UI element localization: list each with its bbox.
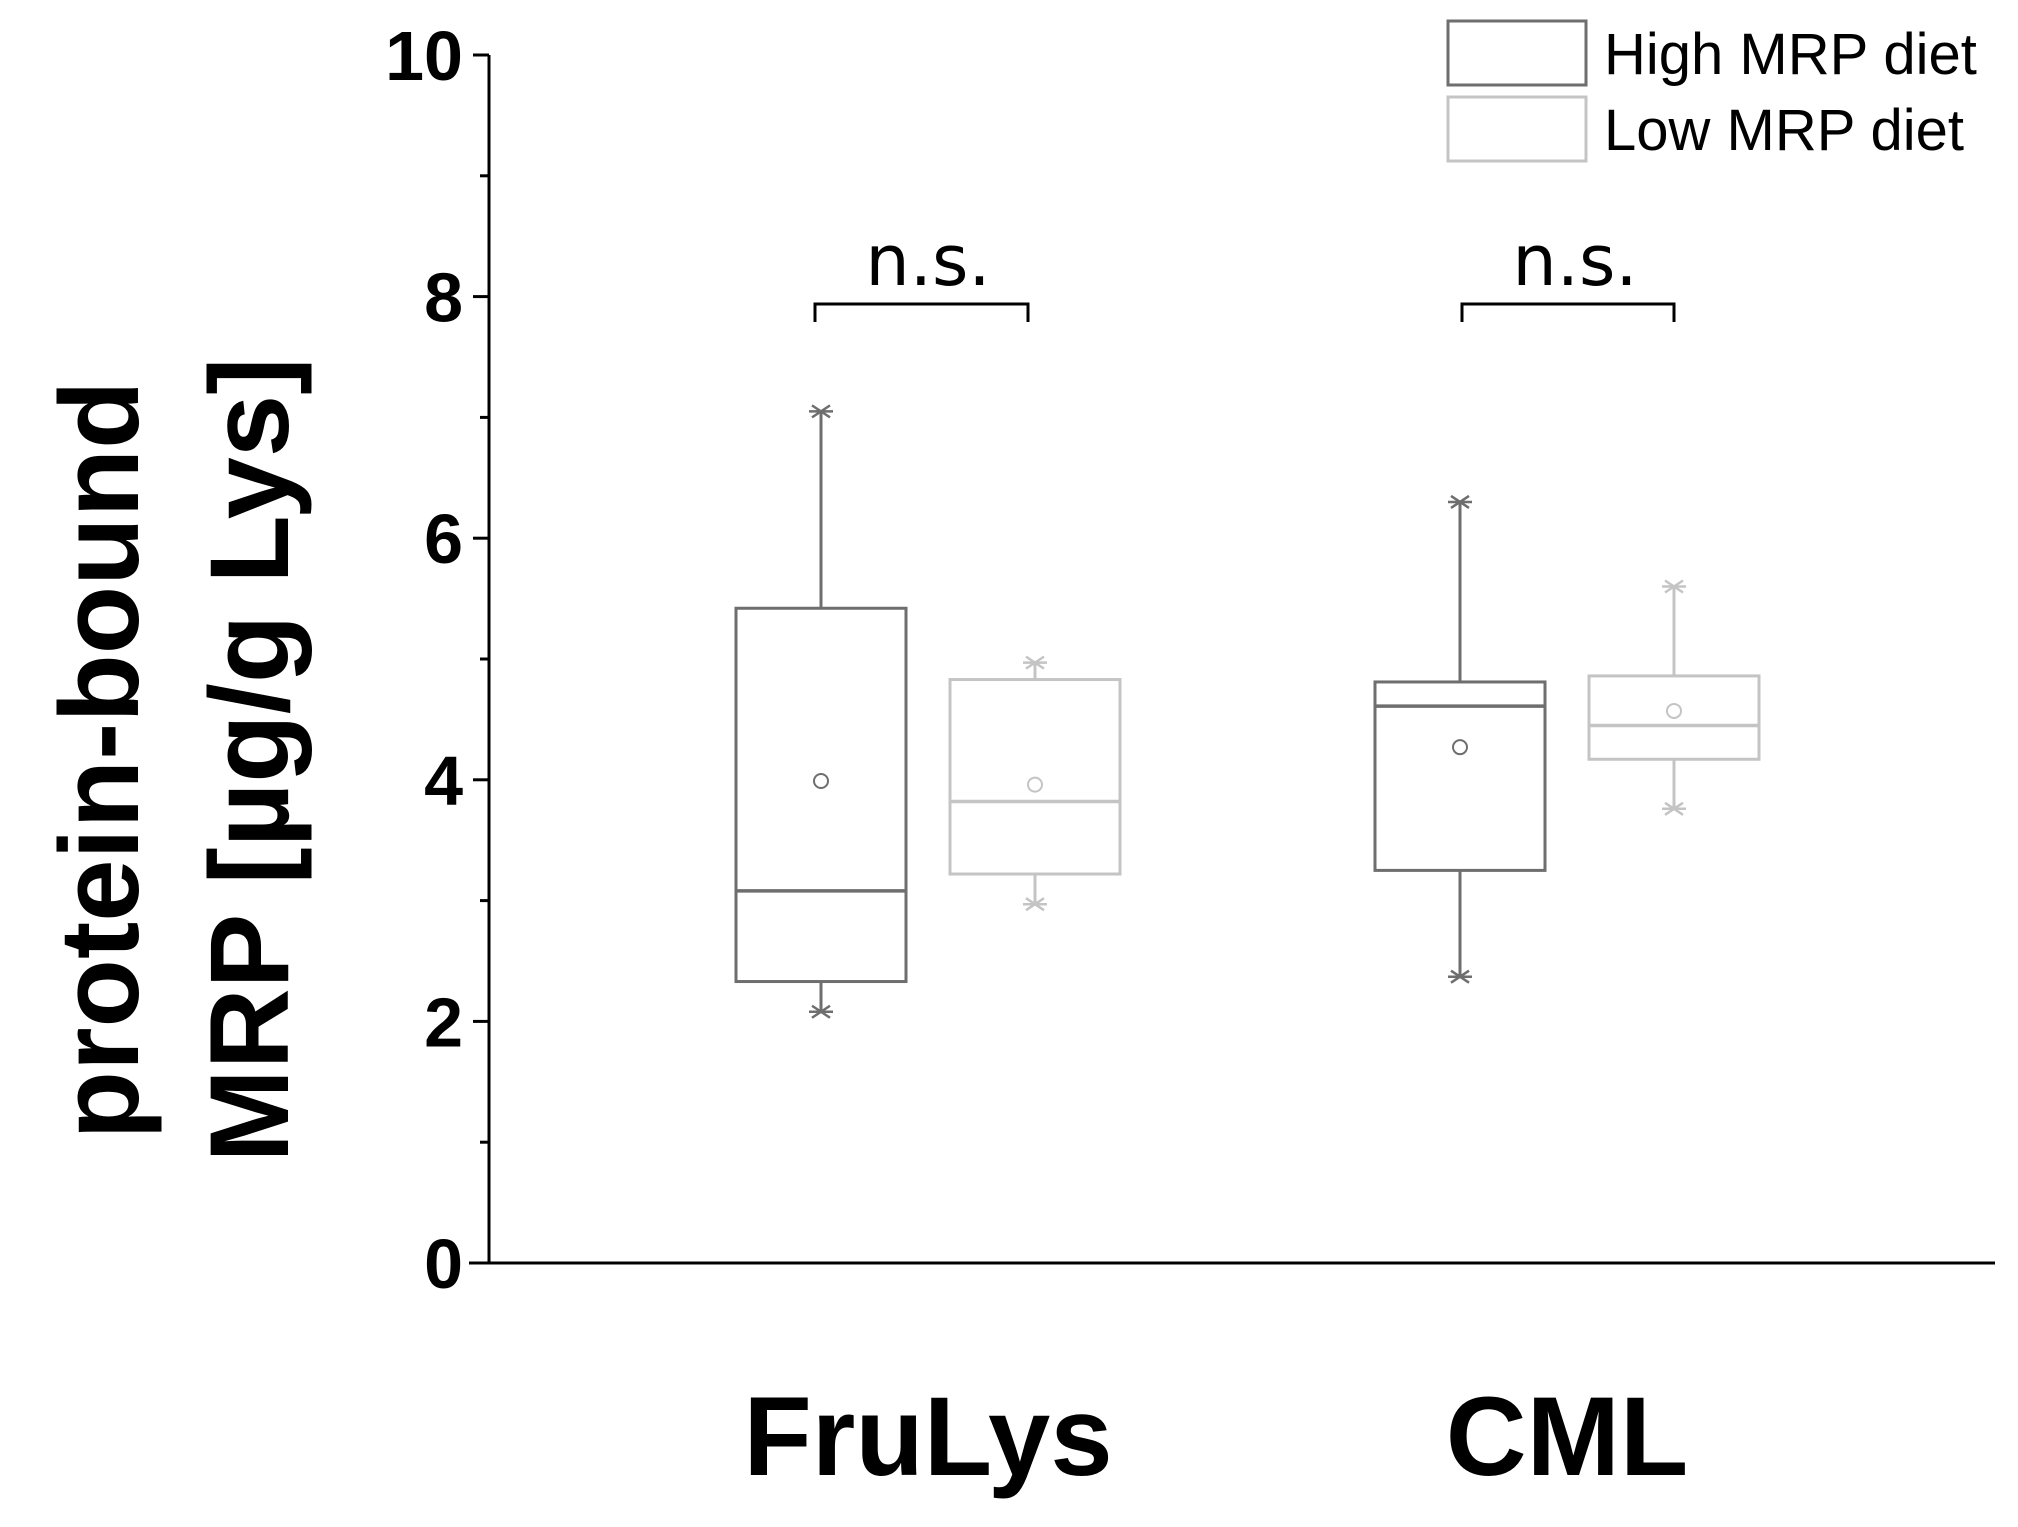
legend-swatch-high-mrp xyxy=(1446,19,1588,87)
significance-frulys: n.s. xyxy=(813,220,1030,322)
y-tick-label: 6 xyxy=(424,500,463,578)
mean-marker xyxy=(813,773,829,790)
y-axis-title-line-1: protein-bound xyxy=(37,381,162,1140)
whisker-cap-min xyxy=(1448,969,1472,984)
y-axis-ticks: 0 2 4 6 8 10 xyxy=(385,17,489,1303)
whisker-cap-min xyxy=(1023,897,1047,912)
category-label-frulys: FruLys xyxy=(743,1374,1112,1499)
whisker-cap-max xyxy=(1662,579,1686,594)
significance-bracket-frulys xyxy=(813,302,1030,322)
box-high-frulys xyxy=(734,404,908,1019)
box-iqr xyxy=(734,606,908,984)
whisker-cap-max xyxy=(1023,655,1047,670)
significance-label-frulys: n.s. xyxy=(865,220,990,302)
box-iqr xyxy=(1373,680,1547,872)
mean-marker xyxy=(1666,702,1682,719)
mean-marker xyxy=(1027,776,1043,793)
legend-label-low-mrp: Low MRP diet xyxy=(1604,98,1964,163)
significance-bracket-cml xyxy=(1460,302,1676,322)
box-iqr xyxy=(1587,674,1761,761)
y-tick-label: 10 xyxy=(385,17,463,95)
box-low-cml xyxy=(1587,579,1761,816)
whisker-cap-min xyxy=(809,1004,833,1019)
whisker-cap-max xyxy=(1448,494,1472,510)
y-tick-label: 0 xyxy=(424,1225,463,1303)
y-tick-label: 4 xyxy=(424,742,463,820)
whisker-cap-max xyxy=(809,404,833,419)
box-series xyxy=(734,404,1761,1019)
y-tick-label: 2 xyxy=(424,983,463,1061)
box-iqr xyxy=(948,678,1122,876)
legend: High MRP diet Low MRP diet xyxy=(1446,19,1977,163)
y-axis-title: protein-bound MRP [µg/g Lys] xyxy=(37,358,312,1163)
significance-label-cml: n.s. xyxy=(1512,220,1637,302)
legend-label-high-mrp: High MRP diet xyxy=(1604,22,1977,87)
legend-swatch-low-mrp xyxy=(1446,95,1588,163)
significance-cml: n.s. xyxy=(1460,220,1676,322)
whisker-cap-min xyxy=(1662,801,1686,816)
mean-marker xyxy=(1452,739,1468,756)
box-low-frulys xyxy=(948,655,1122,912)
category-label-cml: CML xyxy=(1446,1374,1689,1499)
box-high-cml xyxy=(1373,494,1547,984)
y-axis-title-line-2: MRP [µg/g Lys] xyxy=(187,358,312,1163)
y-tick-label: 8 xyxy=(424,259,463,337)
